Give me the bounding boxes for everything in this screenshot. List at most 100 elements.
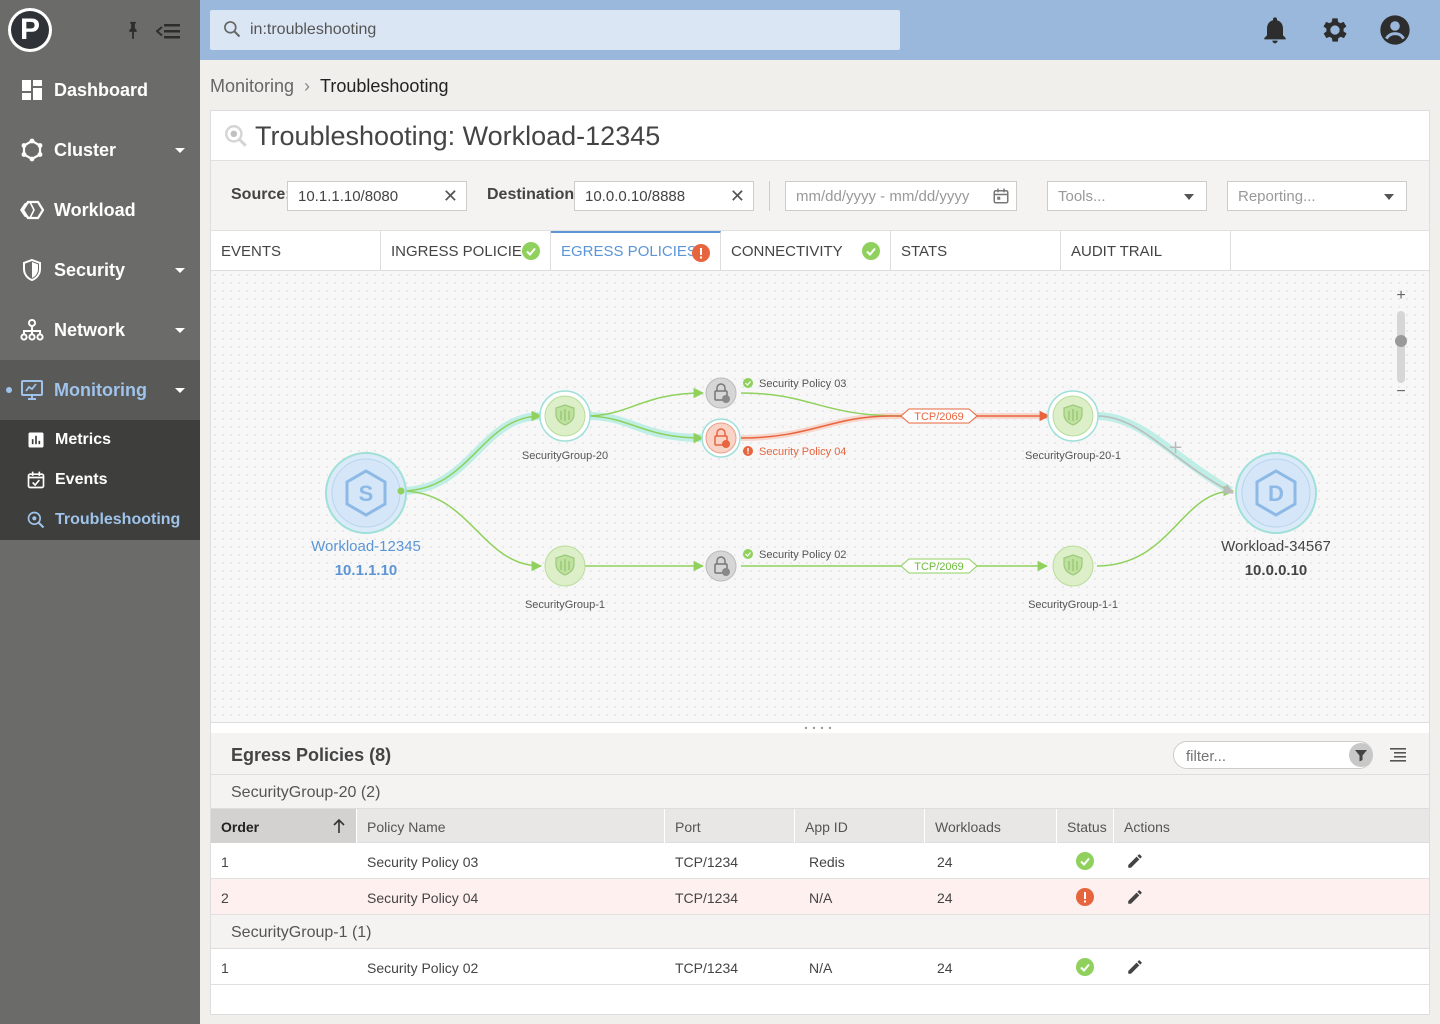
source-value: 10.1.1.10/8080 bbox=[298, 188, 399, 205]
column-header-port[interactable]: Port bbox=[665, 809, 795, 843]
filter-input[interactable] bbox=[1186, 746, 1336, 766]
security-group-node[interactable] bbox=[544, 545, 586, 587]
troubleshoot-search-icon bbox=[27, 511, 45, 529]
sidebar-item-network[interactable]: Network bbox=[0, 300, 200, 360]
reporting-value: Reporting... bbox=[1238, 188, 1316, 205]
column-header-label: Actions bbox=[1124, 819, 1170, 835]
app-logo[interactable]: P bbox=[8, 8, 52, 52]
search-input[interactable] bbox=[250, 10, 890, 50]
sidebar-item-workload[interactable]: Workload bbox=[0, 180, 200, 240]
sidebar-item-label: Network bbox=[54, 320, 126, 340]
security-group-node[interactable] bbox=[1052, 545, 1094, 587]
sidebar-item-cluster[interactable]: Cluster bbox=[0, 120, 200, 180]
resize-handle[interactable] bbox=[803, 725, 833, 731]
column-header-app-id[interactable]: App ID bbox=[795, 809, 925, 843]
sidebar-subitem-events[interactable]: Events bbox=[0, 460, 200, 500]
tab-label: EVENTS bbox=[221, 243, 282, 260]
destination-label: Destination: bbox=[487, 186, 580, 203]
table-row[interactable]: 1 Security Policy 02 TCP/1234 N/A 24 bbox=[211, 949, 1429, 985]
security-policy-label-error: Security Policy 04 bbox=[759, 446, 846, 458]
zoom-slider-handle[interactable] bbox=[1395, 335, 1407, 347]
workloads-cell: 24 bbox=[937, 960, 953, 976]
sidebar-item-label: Cluster bbox=[54, 140, 117, 160]
tab-connectivity[interactable]: CONNECTIVITY bbox=[721, 231, 891, 271]
group-title-text: SecurityGroup-1 (1) bbox=[231, 924, 372, 941]
column-header-label: Workloads bbox=[935, 819, 1001, 835]
list-view-icon[interactable] bbox=[1389, 746, 1407, 764]
zoom-out-button[interactable]: − bbox=[1396, 383, 1406, 400]
arrow-up-icon bbox=[333, 818, 345, 833]
sidebar-subitem-troubleshooting[interactable]: Troubleshooting bbox=[0, 500, 200, 540]
add-icon[interactable]: + bbox=[1168, 437, 1183, 458]
column-header-order[interactable]: Order bbox=[211, 809, 357, 843]
logo-area: P bbox=[0, 0, 200, 60]
sidebar-item-dashboard[interactable]: Dashboard bbox=[0, 60, 200, 120]
svg-text:S: S bbox=[359, 481, 374, 506]
order-cell: 2 bbox=[221, 890, 229, 906]
table-row[interactable]: 2 Security Policy 04 TCP/1234 N/A 24 bbox=[211, 879, 1429, 915]
reporting-select[interactable]: Reporting... bbox=[1227, 181, 1407, 211]
tools-select[interactable]: Tools... bbox=[1047, 181, 1207, 211]
security-group-node[interactable] bbox=[1047, 390, 1099, 442]
sidebar: Dashboard Cluster Workload Security Netw… bbox=[0, 60, 200, 1024]
zoom-in-button[interactable]: + bbox=[1396, 287, 1406, 304]
edit-pencil-icon[interactable] bbox=[1126, 852, 1144, 870]
destination-workload-node[interactable]: D bbox=[1235, 452, 1317, 534]
tab-egress-policies[interactable]: EGRESS POLICIES bbox=[551, 231, 721, 271]
global-search[interactable] bbox=[210, 10, 900, 50]
source-field[interactable]: 10.1.1.10/8080 ✕ bbox=[287, 181, 467, 211]
calendar-icon[interactable] bbox=[992, 187, 1010, 205]
column-header-label: App ID bbox=[805, 819, 848, 835]
gear-icon[interactable] bbox=[1319, 14, 1351, 46]
security-policy-node[interactable] bbox=[705, 377, 737, 409]
sidebar-item-security[interactable]: Security bbox=[0, 240, 200, 300]
edit-pencil-icon[interactable] bbox=[1126, 958, 1144, 976]
table-row[interactable]: 1 Security Policy 03 TCP/1234 Redis 24 bbox=[211, 843, 1429, 879]
tab-stats[interactable]: STATS bbox=[891, 231, 1061, 271]
pin-icon[interactable] bbox=[122, 20, 144, 42]
sidebar-subitem-metrics[interactable]: Metrics bbox=[0, 420, 200, 460]
tab-label: AUDIT TRAIL bbox=[1071, 243, 1163, 260]
port-label-top[interactable]: TCP/2069 bbox=[900, 408, 978, 424]
column-header-workloads[interactable]: Workloads bbox=[925, 809, 1057, 843]
security-group-label: SecurityGroup-1-1 bbox=[1028, 599, 1118, 611]
policies-filter[interactable] bbox=[1173, 741, 1373, 769]
cluster-icon bbox=[21, 138, 43, 162]
column-header-status[interactable]: Status bbox=[1057, 809, 1114, 843]
security-group-node[interactable] bbox=[539, 390, 591, 442]
security-group-label: SecurityGroup-20-1 bbox=[1025, 450, 1121, 462]
date-range-field[interactable]: mm/dd/yyyy - mm/dd/yyyy bbox=[785, 181, 1017, 211]
troubleshooting-panel: Troubleshooting: Workload-12345 Source: … bbox=[210, 110, 1430, 1015]
tab-events[interactable]: EVENTS bbox=[211, 231, 381, 271]
zoom-slider-track[interactable] bbox=[1397, 311, 1405, 383]
chevron-down-icon bbox=[175, 388, 185, 393]
port-cell: TCP/1234 bbox=[675, 960, 739, 976]
security-policy-node[interactable] bbox=[705, 550, 737, 582]
close-icon[interactable]: ✕ bbox=[729, 186, 745, 206]
breadcrumb-parent[interactable]: Monitoring bbox=[210, 76, 295, 96]
destination-workload-name[interactable]: Workload-34567 bbox=[1221, 538, 1331, 555]
menu-collapse-icon[interactable] bbox=[155, 20, 182, 42]
column-header-label: Policy Name bbox=[367, 819, 446, 835]
group-title: SecurityGroup-1 (1) bbox=[211, 915, 1429, 949]
zoom-control[interactable]: + − bbox=[1387, 283, 1415, 411]
close-icon[interactable]: ✕ bbox=[442, 186, 458, 206]
user-account-icon[interactable] bbox=[1379, 14, 1411, 46]
bell-icon[interactable] bbox=[1259, 14, 1291, 46]
sidebar-item-monitoring[interactable]: Monitoring bbox=[0, 360, 200, 420]
policies-header: Egress Policies (8) bbox=[211, 733, 1429, 775]
policy-flow-graph[interactable]: + TCP/2069 TCP/2069 S Workload-12345 10.… bbox=[211, 271, 1429, 723]
filter-icon[interactable] bbox=[1349, 743, 1373, 767]
tab-audit-trail[interactable]: AUDIT TRAIL bbox=[1061, 231, 1231, 271]
monitoring-submenu: Metrics Events Troubleshooting bbox=[0, 420, 200, 540]
port-label-bottom[interactable]: TCP/2069 bbox=[900, 558, 978, 574]
edit-pencil-icon[interactable] bbox=[1126, 888, 1144, 906]
source-workload-node[interactable]: S bbox=[325, 452, 407, 534]
tab-ingress-policies[interactable]: INGRESS POLICIES bbox=[381, 231, 551, 271]
security-policy-node-error[interactable] bbox=[701, 418, 741, 458]
policy-name-cell: Security Policy 02 bbox=[367, 960, 479, 976]
source-workload-name[interactable]: Workload-12345 bbox=[311, 538, 421, 555]
destination-field[interactable]: 10.0.0.10/8888 ✕ bbox=[574, 181, 754, 211]
column-header-policy-name[interactable]: Policy Name bbox=[357, 809, 665, 843]
sidebar-item-label: Workload bbox=[54, 200, 136, 220]
